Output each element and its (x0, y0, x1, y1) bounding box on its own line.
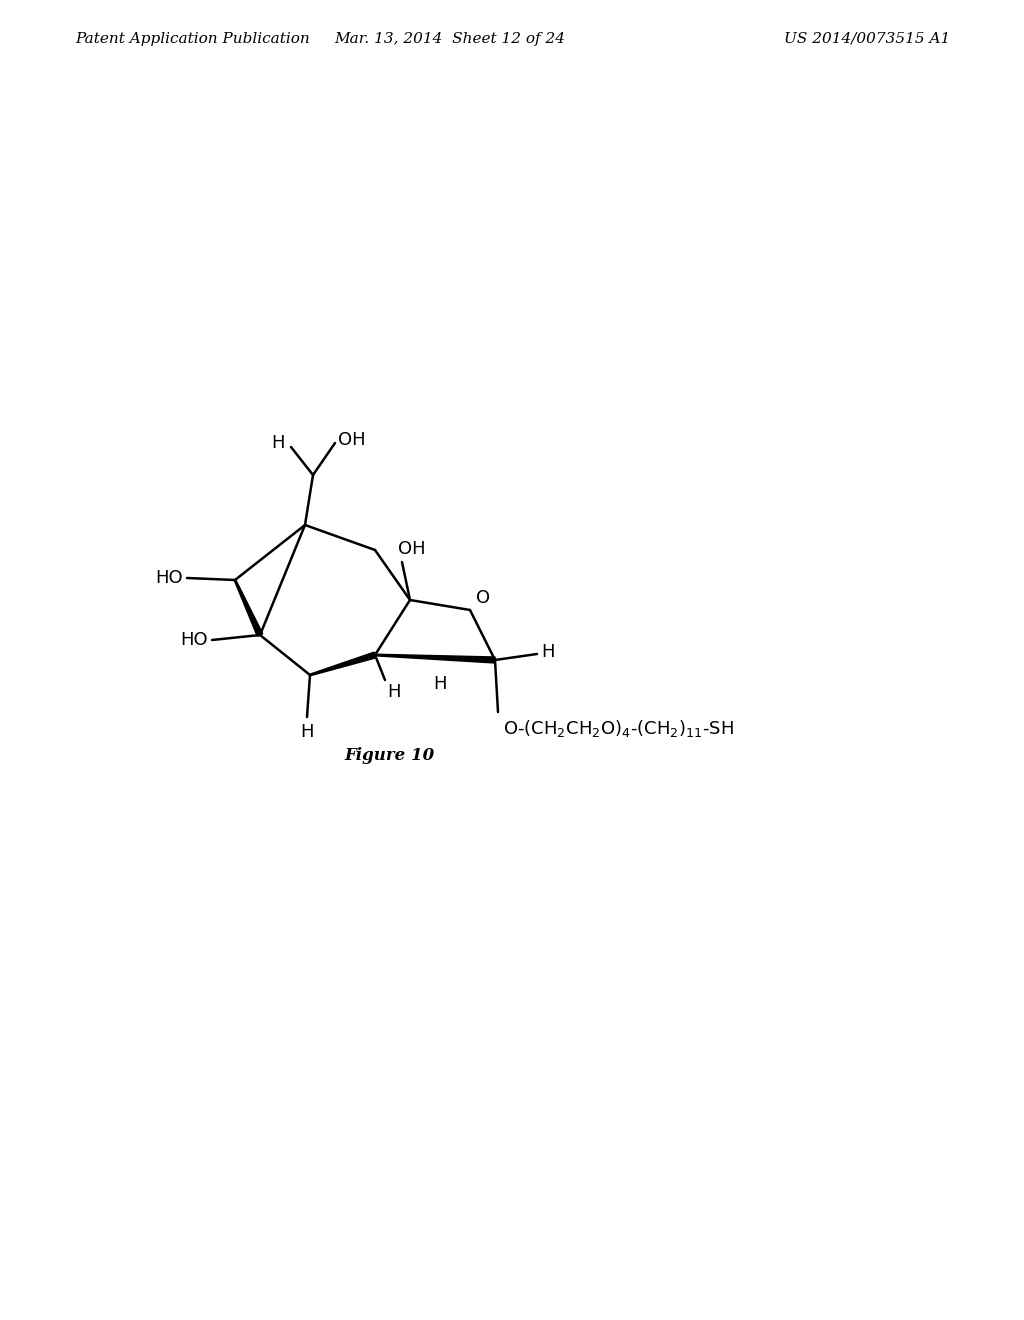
Text: Figure 10: Figure 10 (345, 747, 435, 763)
Polygon shape (234, 579, 263, 636)
Text: Mar. 13, 2014  Sheet 12 of 24: Mar. 13, 2014 Sheet 12 of 24 (335, 32, 565, 46)
Text: OH: OH (398, 540, 426, 558)
Polygon shape (310, 652, 376, 676)
Text: H: H (271, 434, 285, 451)
Text: H: H (300, 723, 313, 741)
Text: H: H (541, 643, 555, 661)
Text: US 2014/0073515 A1: US 2014/0073515 A1 (783, 32, 950, 46)
Polygon shape (375, 655, 496, 663)
Text: Patent Application Publication: Patent Application Publication (75, 32, 309, 46)
Text: H: H (433, 675, 446, 693)
Text: O-(CH$_2$CH$_2$O)$_4$-(CH$_2$)$_{11}$-SH: O-(CH$_2$CH$_2$O)$_4$-(CH$_2$)$_{11}$-SH (503, 718, 734, 739)
Text: H: H (387, 682, 400, 701)
Text: O: O (476, 589, 490, 607)
Text: OH: OH (338, 432, 366, 449)
Text: HO: HO (180, 631, 208, 649)
Text: HO: HO (156, 569, 183, 587)
